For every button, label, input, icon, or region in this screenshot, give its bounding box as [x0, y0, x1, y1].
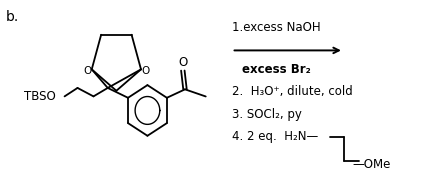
Text: 2.  H₃O⁺, dilute, cold: 2. H₃O⁺, dilute, cold	[232, 85, 352, 98]
Text: TBSO: TBSO	[24, 90, 56, 103]
Text: O: O	[141, 66, 149, 76]
Text: 4. 2 eq.  H₂N—: 4. 2 eq. H₂N—	[232, 130, 318, 143]
Text: excess Br₂: excess Br₂	[242, 63, 310, 76]
Text: 3. SOCl₂, py: 3. SOCl₂, py	[232, 108, 301, 121]
Text: b.: b.	[6, 10, 19, 24]
Text: —OMe: —OMe	[352, 158, 391, 171]
Text: O: O	[83, 66, 91, 76]
Text: 1.excess NaOH: 1.excess NaOH	[232, 21, 320, 34]
FancyArrowPatch shape	[234, 48, 339, 53]
Text: O: O	[178, 56, 187, 69]
